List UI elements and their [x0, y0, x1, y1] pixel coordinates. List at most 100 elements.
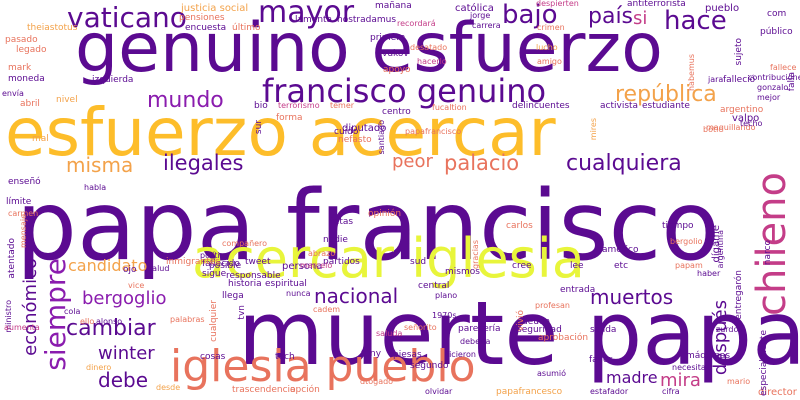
word: papafrancesco [496, 387, 563, 397]
word: palabras [170, 315, 205, 324]
word: cifra [662, 387, 680, 396]
word: enseñó [8, 177, 41, 187]
word: crimen [537, 23, 565, 32]
word: vivió [516, 310, 526, 332]
word: pensiones [179, 13, 225, 23]
word: mal [32, 134, 49, 144]
word: saluda [376, 329, 403, 338]
word: mismos [445, 267, 480, 277]
word: debería [460, 337, 491, 346]
word: mario [727, 377, 751, 386]
word: lee [570, 261, 584, 271]
word: cosas [200, 352, 226, 362]
word: despierten [536, 0, 579, 8]
word: habemus [687, 54, 696, 92]
word: narco [763, 240, 773, 266]
word: posible [209, 261, 242, 271]
word: necesita [672, 363, 706, 372]
word: bergoglio [82, 288, 167, 309]
word: falleció [723, 75, 756, 85]
word: mejor [757, 93, 781, 102]
word: jara [708, 75, 724, 84]
word: jorge [470, 11, 491, 20]
word: bergolio [670, 237, 703, 246]
word: theiastotus [27, 23, 78, 33]
word: cuido [334, 127, 359, 137]
word: sud [410, 257, 427, 267]
word: abril [20, 99, 40, 109]
word: gonzalo [757, 83, 789, 92]
word: política [200, 251, 230, 260]
word: tvn [237, 305, 247, 320]
word: país [588, 4, 634, 29]
word: etc [614, 261, 629, 271]
word: cualquier [209, 300, 219, 342]
word: estudiante [642, 101, 690, 111]
word: moneda [8, 74, 45, 84]
word: desatado [410, 43, 448, 52]
word: cola [64, 307, 81, 316]
word: tony [361, 349, 382, 359]
word: haber [697, 269, 721, 278]
word: llega [222, 291, 244, 301]
word: estafador [590, 387, 629, 396]
word: 1970s [432, 311, 457, 320]
word: recordará [397, 19, 436, 28]
word: izquierda [92, 75, 134, 85]
word: segundo [410, 361, 449, 371]
word: fritas [330, 217, 354, 227]
word: esfuerzo acercar [5, 94, 556, 171]
word: encuesta [185, 23, 227, 33]
word: dtogado [360, 377, 394, 386]
word: nostradamus [337, 15, 397, 25]
word: bótic [703, 125, 723, 134]
word: muerte papa [238, 282, 800, 385]
word: papam [675, 261, 703, 270]
word: entrada [560, 285, 596, 295]
word: valpo [732, 113, 760, 124]
word: inmigrantes [166, 257, 220, 267]
word: pasado [5, 35, 38, 45]
word: pueblo [705, 3, 740, 14]
word: director [758, 387, 797, 398]
word: justicia social [181, 3, 249, 14]
word: sujeto [734, 38, 744, 66]
word: tiempo [662, 221, 694, 231]
word: vaticano [67, 1, 187, 34]
word: especialmente [759, 330, 769, 397]
word: mañana [375, 1, 412, 11]
word: argentino [720, 105, 764, 115]
word: central [418, 281, 450, 291]
word: bajo [502, 0, 558, 30]
word: profesan [535, 301, 570, 310]
word: techo [740, 119, 763, 128]
word: público [760, 27, 793, 37]
word: genuino esfuerzo [75, 9, 663, 88]
word: carmen [8, 209, 39, 218]
word: espiritual [265, 279, 307, 289]
word: nefasto [338, 135, 372, 145]
word: winter [98, 343, 155, 364]
word: carlos [506, 221, 533, 231]
word: tweet [245, 257, 271, 267]
word: forma [276, 113, 303, 123]
word: centro [382, 107, 411, 117]
word: cadem [313, 305, 341, 314]
word: madre [606, 368, 658, 387]
word: sur [254, 120, 264, 135]
word: activista [600, 101, 639, 111]
word: después [710, 300, 731, 376]
word: marcelo [300, 261, 333, 270]
word: seguridad [517, 325, 562, 335]
word: tech [275, 352, 295, 362]
word: argentina [716, 230, 725, 269]
word: papafrancisco [405, 127, 462, 136]
word: hace [664, 6, 727, 36]
word: nacional [314, 284, 399, 308]
word: iglesia pueblo [170, 341, 476, 392]
word: temer [330, 101, 355, 110]
word: falla [787, 72, 797, 92]
word: fallece [770, 63, 797, 72]
word: partidos [323, 257, 360, 267]
